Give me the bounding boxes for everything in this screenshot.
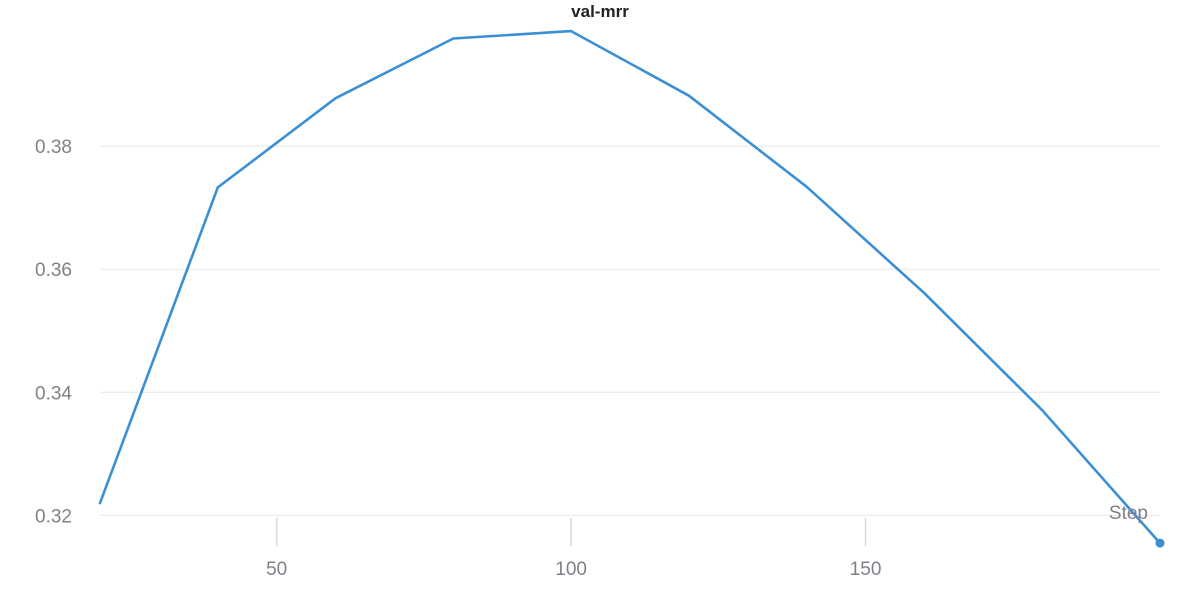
x-tick-label: 150: [850, 559, 882, 580]
x-tick-label: 50: [266, 559, 287, 580]
series-line: [98, 29, 1162, 545]
x-axis-ticks: [275, 518, 867, 546]
tick-labels: 0.32 0.34 0.36 0.38 50 100 150: [35, 137, 881, 580]
x-axis-label: Step: [1109, 503, 1148, 524]
x-tick-label: 100: [555, 559, 587, 580]
y-tick-label: 0.36: [35, 260, 72, 281]
y-tick-label: 0.38: [35, 137, 72, 158]
y-tick-label: 0.32: [35, 506, 72, 527]
series-layer: [98, 29, 1165, 548]
chart-title: val-mrr: [571, 2, 629, 21]
data-point: [1155, 538, 1165, 548]
y-tick-label: 0.34: [35, 383, 72, 404]
grid-lines: [100, 145, 1160, 516]
